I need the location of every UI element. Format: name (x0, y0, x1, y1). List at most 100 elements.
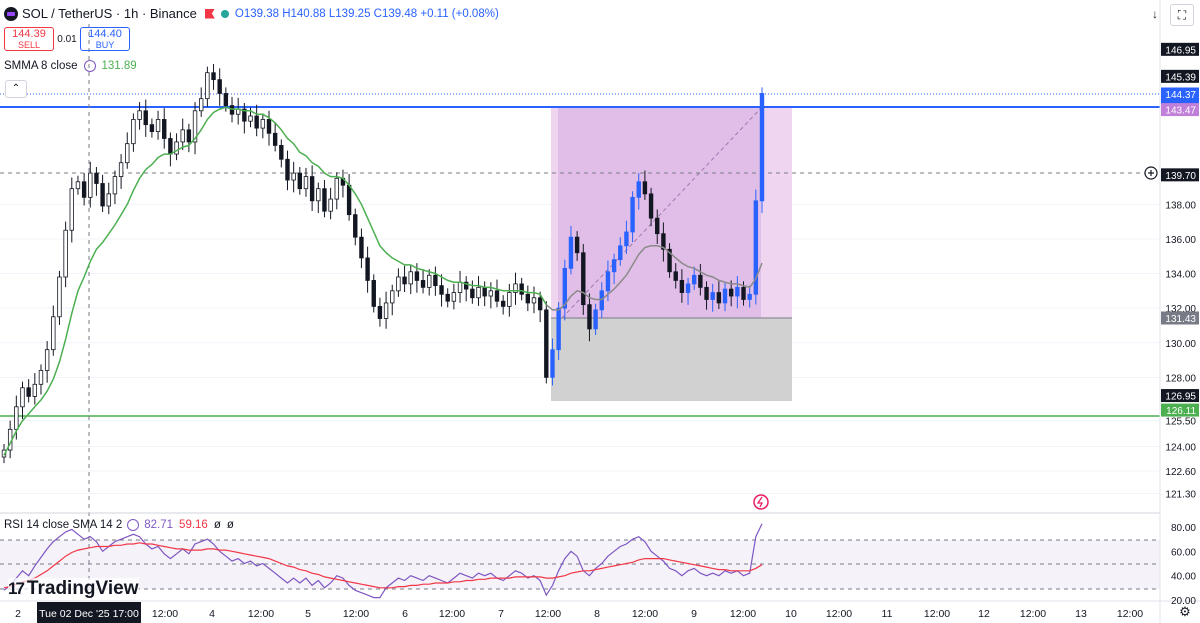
buy-button[interactable]: 144.40 BUY (80, 27, 130, 51)
crosshair-plus-icon[interactable] (1144, 166, 1158, 180)
candle (673, 263, 678, 289)
price-axis-badge[interactable]: 126.11 (1161, 403, 1199, 418)
position-stop-zone (551, 318, 792, 401)
candle (328, 187, 333, 220)
time-tick-label: 2 (15, 608, 21, 620)
candle (316, 182, 321, 214)
time-tick-label: 13 (1075, 608, 1087, 620)
symbol-header[interactable]: SOL / TetherUS · 1h · Binance O139.38 H1… (4, 6, 499, 21)
horizontal-levels[interactable] (0, 24, 1160, 600)
indicator-settings-icon[interactable] (83, 60, 96, 72)
price-axis-badge[interactable]: 146.95 (1161, 42, 1199, 57)
candle (118, 154, 124, 189)
rsi-pane (0, 523, 1160, 599)
price-tick-label: 138.00 (1165, 200, 1196, 211)
candle (81, 173, 87, 206)
candle (365, 246, 370, 293)
open-value: O139.38 (234, 7, 279, 20)
flag-icon[interactable] (204, 8, 215, 19)
time-tick-label: 7 (498, 608, 504, 620)
candle (735, 276, 740, 309)
sell-button[interactable]: 144.39 SELL (4, 27, 54, 51)
rsi-tick-label: 80.00 (1171, 523, 1196, 534)
svg-text:Tue 02 Dec '25 17:00: Tue 02 Dec '25 17:00 (39, 608, 139, 620)
candle (383, 291, 389, 329)
price-tick-label: 130.00 (1165, 339, 1196, 350)
price-axis[interactable]: 138.00 136.00 134.00 132.00 130.00 128.00 125.… (1161, 42, 1199, 607)
smma-legend[interactable]: SMMA 8 close 131.89 (4, 60, 137, 72)
price-axis-badge[interactable]: 143.47 (1161, 103, 1199, 117)
rsi-value: 82.71 (144, 519, 174, 531)
candle (322, 180, 327, 218)
candle (334, 172, 339, 210)
candle (488, 282, 494, 309)
candle (143, 99, 148, 137)
time-tick-label: 12:00 (730, 608, 756, 620)
svg-text:131.43: 131.43 (1165, 314, 1196, 325)
symbol-title[interactable]: SOL / TetherUS · 1h · Binance (22, 6, 197, 21)
position-profit-zone (558, 107, 761, 318)
candle (26, 379, 31, 403)
candle (525, 285, 531, 312)
candle (574, 231, 580, 261)
price-tick-label: 132.00 (1165, 304, 1196, 315)
svg-text:146.95: 146.95 (1165, 45, 1196, 56)
trade-buttons: 144.39 SELL 0.01 144.40 BUY (4, 27, 130, 51)
chart-settings-gear-icon[interactable]: ⚙ (1179, 604, 1191, 619)
svg-text:126.11: 126.11 (1166, 406, 1196, 417)
candle (254, 104, 259, 137)
sell-price: 144.39 (12, 28, 46, 40)
price-tick-label: 134.00 (1165, 270, 1196, 281)
candle (291, 161, 296, 193)
solana-logo-icon (4, 6, 18, 21)
alert-icon[interactable] (753, 494, 769, 510)
rsi-settings-icon[interactable] (127, 519, 140, 531)
long-position-tool[interactable] (551, 106, 792, 401)
time-axis[interactable]: 2 12:00 4 12:00 5 12:00 6 12:00 7 12:00 8 12:00 9 12:… (15, 602, 1143, 623)
candle (260, 113, 266, 139)
candle (396, 268, 401, 297)
fullscreen-icon[interactable]: ⛶ (1170, 4, 1194, 26)
candle (716, 281, 722, 309)
price-tick-label: 125.50 (1165, 417, 1196, 428)
price-axis-badge[interactable]: 131.43 (1161, 311, 1199, 326)
rsi-legend[interactable]: RSI 14 close SMA 14 2 82.71 59.16 ø ø (4, 519, 234, 531)
candle (199, 87, 204, 117)
candle (192, 102, 198, 155)
candle (371, 274, 376, 313)
time-tick-label: 12:00 (924, 608, 950, 620)
candle (587, 293, 592, 342)
candle (38, 364, 44, 395)
candle (162, 108, 167, 149)
candle (494, 279, 500, 308)
candle (205, 66, 210, 107)
price-tick-label: 128.00 (1165, 373, 1196, 384)
candle (377, 297, 383, 327)
candle (445, 288, 450, 308)
tradingview-watermark: 17 TradingView (8, 578, 139, 600)
collapse-legend-button[interactable]: ⌃ (5, 80, 27, 98)
rsi-label: RSI 14 close SMA 14 2 (4, 519, 123, 531)
spread-value: 0.01 (57, 33, 77, 45)
candle (408, 265, 413, 295)
price-axis-badge[interactable]: 145.39 (1161, 69, 1199, 84)
price-axis-badge[interactable]: 126.95 (1161, 389, 1199, 403)
candle (420, 269, 426, 294)
time-tick-label: 10 (785, 608, 797, 620)
candle (272, 122, 278, 152)
candle (519, 277, 524, 301)
candle (562, 259, 567, 321)
scroll-down-icon[interactable]: ↓ (1152, 7, 1158, 21)
rsi-tick-label: 40.00 (1171, 572, 1196, 583)
price-axis-badge[interactable]: 139.70 (1161, 168, 1199, 182)
change-value: +0.11 (+0.08%) (420, 7, 499, 20)
candle (655, 209, 660, 244)
candle (427, 269, 432, 296)
candle (476, 276, 481, 306)
candle (69, 177, 74, 243)
candle (500, 295, 506, 315)
candle (112, 170, 118, 205)
candle (611, 253, 617, 285)
candle (433, 266, 438, 296)
